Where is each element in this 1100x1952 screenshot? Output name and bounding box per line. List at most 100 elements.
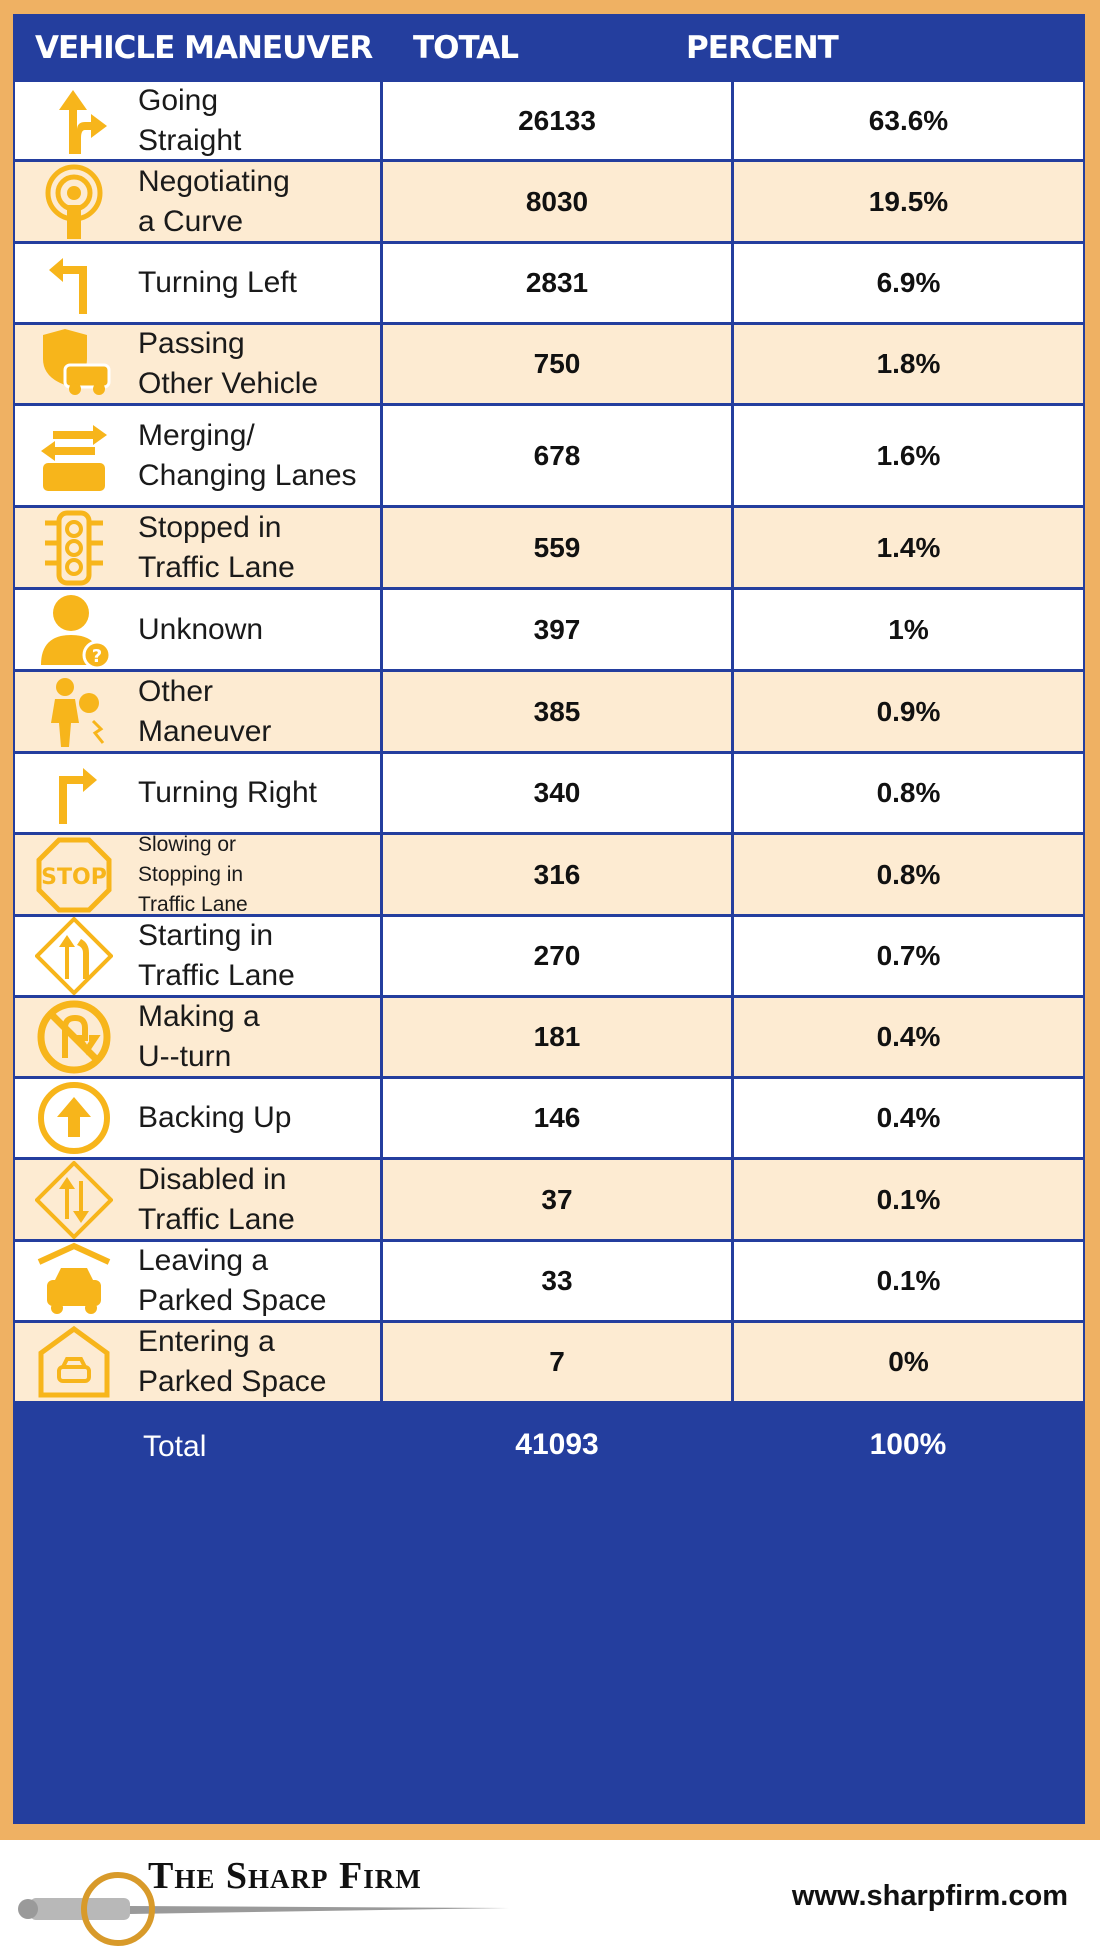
person-question-icon: ? [29,590,119,669]
maneuver-label: Backing Up [138,1079,374,1157]
total-cell: 750 [383,325,731,403]
table-row: Entering a Parked Space 7 0% [13,1323,1085,1404]
maneuver-cell: Leaving a Parked Space [15,1242,380,1320]
table-row: ? Unknown 397 1% [13,590,1085,672]
website-link[interactable]: www.sharpfirm.com [791,1880,1068,1912]
maneuver-label: Unknown [138,590,374,669]
column-header-maneuver: VEHICLE MANEUVER [35,30,373,66]
turn-right-arrow-icon [29,754,119,832]
maneuver-label-line: Going [138,83,219,117]
brand-name: The Sharp Firm [148,1855,422,1897]
table-row: Leaving a Parked Space 33 0.1% [13,1242,1085,1323]
maneuver-label-line: Entering a [138,1325,275,1358]
sword-logo-icon [18,1872,510,1946]
table-row: STOP Slowing or Stopping in Traffic Lane 316… [13,833,1085,917]
maneuver-label: Merging/Changing Lanes [138,406,374,505]
percent-cell: 0.4% [734,1079,1083,1157]
shield-car-icon [29,325,119,403]
maneuver-label: Slowing or Stopping in Traffic Lane [138,833,374,916]
merge-sign-icon [29,917,119,995]
percent-cell: 0.8% [734,835,1083,914]
maneuver-label-line: Stopping in [138,862,244,886]
maneuver-label-line: Unknown [138,612,264,646]
maneuver-label-line: Negotiating [138,164,290,198]
maneuver-label-line: Parked Space [138,1365,327,1398]
table-row: Starting in Traffic Lane 270 0.7% [13,917,1085,998]
maneuver-cell: Stopped in Traffic Lane [15,508,380,587]
maneuver-label: Negotiating a Curve [138,162,374,241]
total-cell: 316 [383,835,731,914]
maneuver-label-line: Turning Left [138,266,297,299]
maneuver-label-line: Stopped in [138,510,282,544]
maneuver-label: Starting in Traffic Lane [138,917,374,995]
percent-cell: 0.7% [734,917,1083,995]
percent-cell: 1.4% [734,508,1083,587]
total-cell: 33 [383,1242,731,1320]
up-arrow-circle-icon [29,1079,119,1157]
total-percent: 100% [869,1428,947,1461]
maneuver-cell: Merging/Changing Lanes [15,406,380,505]
maneuver-label-line: Parked Space [138,1284,327,1317]
percent-cell: 0.1% [734,1160,1083,1239]
stop-sign-icon: STOP [29,835,119,914]
maneuver-label-line: Passing [138,327,245,360]
maneuver-label-line: Making a [138,1000,260,1033]
maneuver-label: Stopped in Traffic Lane [138,508,374,587]
total-cell: 2831 [383,244,731,322]
maneuver-label-line: Other [138,674,214,708]
maneuver-cell: Turning Right [15,754,380,832]
total-label: Total [143,1430,207,1463]
traffic-light-icon [29,508,119,587]
broadcast-info-icon [29,162,119,241]
maneuver-label: Leaving a Parked Space [138,1242,374,1320]
table-row: Turning Right 340 0.8% [13,754,1085,835]
maneuver-label-line: Traffic Lane [138,892,248,916]
table-header: VEHICLE MANEUVER TOTAL PERCENT [13,14,1085,82]
two-way-sign-icon [29,1160,119,1239]
maneuver-cell: Other Maneuver [15,672,380,751]
maneuver-cell: Negotiating a Curve [15,162,380,241]
maneuver-label: Turning Left [138,244,374,322]
table-row: Merging/Changing Lanes 678 1.6% [13,406,1085,508]
maneuver-cell: Disabled in Traffic Lane [15,1160,380,1239]
no-u-turn-icon [29,998,119,1076]
maneuver-label-line: Starting in [138,919,274,952]
percent-cell: 0.9% [734,672,1083,751]
maneuver-label-line: Merging/ [138,418,255,452]
maneuver-cell: ? Unknown [15,590,380,669]
percent-cell: 6.9% [734,244,1083,322]
total-cell: 146 [383,1079,731,1157]
maneuver-cell: Turning Left [15,244,380,322]
person-figure-icon [29,672,119,751]
total-cell: 397 [383,590,731,669]
maneuver-label-line: U--turn [138,1040,232,1073]
car-swap-arrows-icon [29,406,119,505]
maneuver-table: VEHICLE MANEUVER TOTAL PERCENT Going Stra… [13,14,1085,1824]
maneuver-label-line: Disabled in [138,1162,287,1196]
maneuver-cell: Passing Other Vehicle [15,325,380,403]
percent-cell: 19.5% [734,162,1083,241]
maneuver-label-line: Backing Up [138,1101,292,1134]
maneuver-label: Other Maneuver [138,672,374,751]
maneuver-label-line: Slowing or [138,832,237,856]
maneuver-label: Entering a Parked Space [138,1323,374,1401]
percent-cell: 1.8% [734,325,1083,403]
maneuver-label-line: Other Vehicle [138,367,319,400]
maneuver-label: Disabled in Traffic Lane [138,1160,374,1239]
percent-cell: 0.8% [734,754,1083,832]
footer: The Sharp Firm www.sharpfirm.com [0,1840,1100,1952]
table-row: Turning Left 2831 6.9% [13,244,1085,325]
percent-cell: 63.6% [734,82,1083,159]
table-row: Passing Other Vehicle 750 1.8% [13,325,1085,406]
svg-text:?: ? [92,646,102,667]
svg-text:STOP: STOP [41,865,107,890]
garage-car-icon [29,1323,119,1401]
table-row: Making a U--turn 181 0.4% [13,998,1085,1079]
maneuver-label-line: Traffic Lane [138,1202,295,1236]
maneuver-cell: Entering a Parked Space [15,1323,380,1401]
table-row: Going Straight 26133 63.6% [13,82,1085,162]
total-cell: 181 [383,998,731,1076]
percent-cell: 0.1% [734,1242,1083,1320]
maneuver-label-line: a Curve [138,204,244,238]
total-cell: 26133 [383,82,731,159]
